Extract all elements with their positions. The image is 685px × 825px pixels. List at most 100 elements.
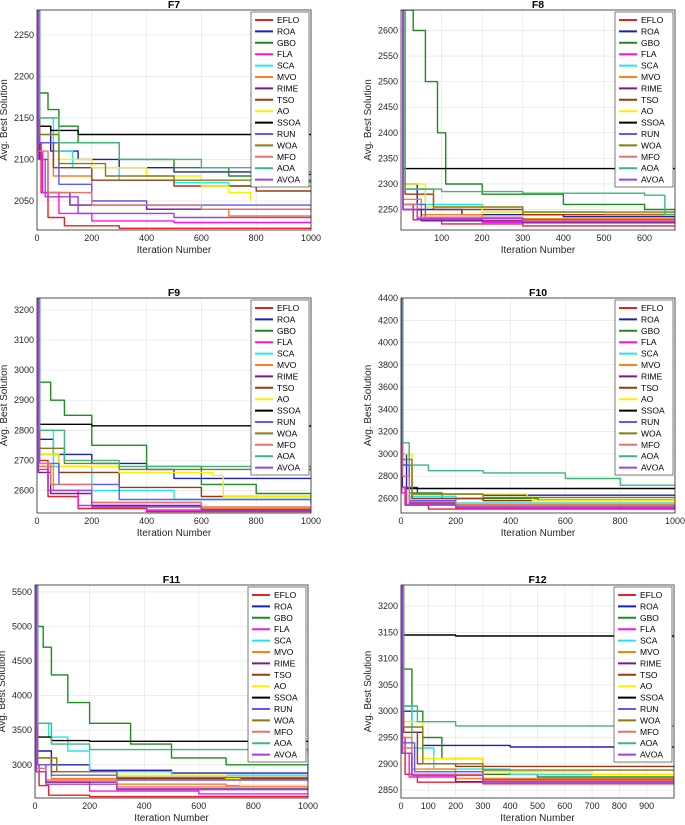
legend-label-RIME: RIME xyxy=(277,83,299,93)
legend-label-AOA: AOA xyxy=(277,451,295,461)
legend-label-EFLO: EFLO xyxy=(641,15,664,25)
y-tick-label: 2250 xyxy=(14,30,34,40)
chart-title: F8 xyxy=(532,0,544,11)
x-tick-label: 600 xyxy=(557,801,572,811)
legend-label-GBO: GBO xyxy=(641,326,660,336)
x-tick-label: 300 xyxy=(475,801,490,811)
x-tick-label: 200 xyxy=(84,516,99,526)
x-tick-label: 0 xyxy=(34,233,39,243)
x-tick-label: 400 xyxy=(556,233,571,243)
legend-label-MFO: MFO xyxy=(277,440,296,450)
legend-label-SCA: SCA xyxy=(640,636,658,646)
legend-label-MVO: MVO xyxy=(277,72,297,82)
legend-label-MFO: MFO xyxy=(277,152,296,162)
legend-label-ROA: ROA xyxy=(640,601,659,611)
legend-label-TSO: TSO xyxy=(641,95,659,105)
y-tick-label: 3000 xyxy=(378,706,398,716)
legend-label-FLA: FLA xyxy=(640,624,656,634)
series-line-GBO xyxy=(401,10,675,213)
x-tick-label: 200 xyxy=(475,233,490,243)
x-tick-label: 600 xyxy=(194,233,209,243)
y-tick-label: 3000 xyxy=(378,449,398,459)
legend-label-FLA: FLA xyxy=(641,49,657,59)
x-tick-label: 0 xyxy=(398,801,403,811)
y-axis-label: Avg. Best Solution xyxy=(363,79,374,161)
legend-label-AO: AO xyxy=(274,681,287,691)
y-tick-label: 2150 xyxy=(14,113,34,123)
legend-label-AO: AO xyxy=(641,106,654,116)
y-tick-label: 2700 xyxy=(14,455,34,465)
legend-label-WOA: WOA xyxy=(640,715,661,725)
x-tick-label: 200 xyxy=(448,801,463,811)
y-tick-label: 2600 xyxy=(378,25,398,35)
legend-label-SCA: SCA xyxy=(277,349,295,359)
x-tick-label: 800 xyxy=(612,801,627,811)
x-tick-label: 800 xyxy=(246,801,261,811)
x-tick-label: 0 xyxy=(34,516,39,526)
legend-label-GBO: GBO xyxy=(641,38,660,48)
legend-label-SCA: SCA xyxy=(277,61,295,71)
y-tick-label: 3000 xyxy=(12,760,32,770)
x-tick-label: 600 xyxy=(191,801,206,811)
legend-label-MVO: MVO xyxy=(640,647,660,657)
legend-label-SSOA: SSOA xyxy=(640,693,664,703)
legend-label-TSO: TSO xyxy=(640,670,658,680)
y-tick-label: 4200 xyxy=(378,315,398,325)
legend-label-WOA: WOA xyxy=(277,140,298,150)
legend-label-RIME: RIME xyxy=(641,83,663,93)
legend-label-TSO: TSO xyxy=(277,383,295,393)
legend-label-MFO: MFO xyxy=(274,727,293,737)
axes-box xyxy=(400,9,676,231)
y-tick-label: 3200 xyxy=(378,427,398,437)
legend-label-EFLO: EFLO xyxy=(274,590,297,600)
legend-label-ROA: ROA xyxy=(274,601,293,611)
legend-label-EFLO: EFLO xyxy=(277,15,300,25)
legend-label-AVOA: AVOA xyxy=(641,463,664,473)
chart-title: F11 xyxy=(163,574,181,586)
x-tick-label: 400 xyxy=(503,516,518,526)
y-tick-label: 4400 xyxy=(378,293,398,303)
y-tick-label: 2800 xyxy=(378,471,398,481)
legend-label-AVOA: AVOA xyxy=(641,175,664,185)
y-tick-label: 3400 xyxy=(378,404,398,414)
series-line-SSOA xyxy=(37,298,311,428)
y-tick-label: 2500 xyxy=(378,77,398,87)
chart-panel-F10: 0 200 400 600 800 1000 2600 2800 3000 3200 3400 360… xyxy=(363,287,685,539)
chart-panel-F8: 100 200 300 400 500 600 2250 2300 2350 2400 2450 25… xyxy=(363,0,676,256)
series-group xyxy=(401,298,675,510)
y-tick-label: 3800 xyxy=(378,360,398,370)
legend-label-AOA: AOA xyxy=(640,738,658,748)
x-tick-label: 400 xyxy=(137,801,152,811)
y-tick-label: 3500 xyxy=(12,725,32,735)
legend-label-AVOA: AVOA xyxy=(640,750,663,760)
x-tick-label: 500 xyxy=(596,233,611,243)
x-axis-label: Iteration Number xyxy=(501,528,576,539)
legend-label-RUN: RUN xyxy=(277,417,295,427)
x-axis-label: Iteration Number xyxy=(137,528,212,539)
series-line-AOA xyxy=(401,585,674,727)
chart-title: F7 xyxy=(168,0,180,11)
legend-label-WOA: WOA xyxy=(641,140,662,150)
y-tick-label: 3200 xyxy=(14,305,34,315)
legend-label-AVOA: AVOA xyxy=(277,463,300,473)
y-tick-label: 2600 xyxy=(14,485,34,495)
series-group xyxy=(35,585,308,798)
legend-label-TSO: TSO xyxy=(277,95,295,105)
axes-box xyxy=(400,584,675,799)
series-group xyxy=(37,10,311,230)
chart-title: F12 xyxy=(528,574,546,586)
legend-label-RIME: RIME xyxy=(277,371,299,381)
chart-panel-F9: 0 200 400 600 800 1000 2600 2700 2800 2900 3000 310… xyxy=(0,287,321,539)
y-tick-label: 2250 xyxy=(378,205,398,215)
series-group xyxy=(401,585,674,785)
legend-label-MFO: MFO xyxy=(641,152,660,162)
x-tick-label: 900 xyxy=(639,801,654,811)
legend-label-SCA: SCA xyxy=(274,636,292,646)
series-line-AOA xyxy=(401,298,675,486)
legend-label-RUN: RUN xyxy=(277,129,295,139)
series-group xyxy=(401,10,675,227)
chart-panel-F7: 0 200 400 600 800 1000 2050 2100 2150 2200 2250 F7 I… xyxy=(0,0,321,256)
x-tick-label: 500 xyxy=(530,801,545,811)
series-line-AOA xyxy=(37,298,311,470)
y-tick-label: 2900 xyxy=(378,759,398,769)
